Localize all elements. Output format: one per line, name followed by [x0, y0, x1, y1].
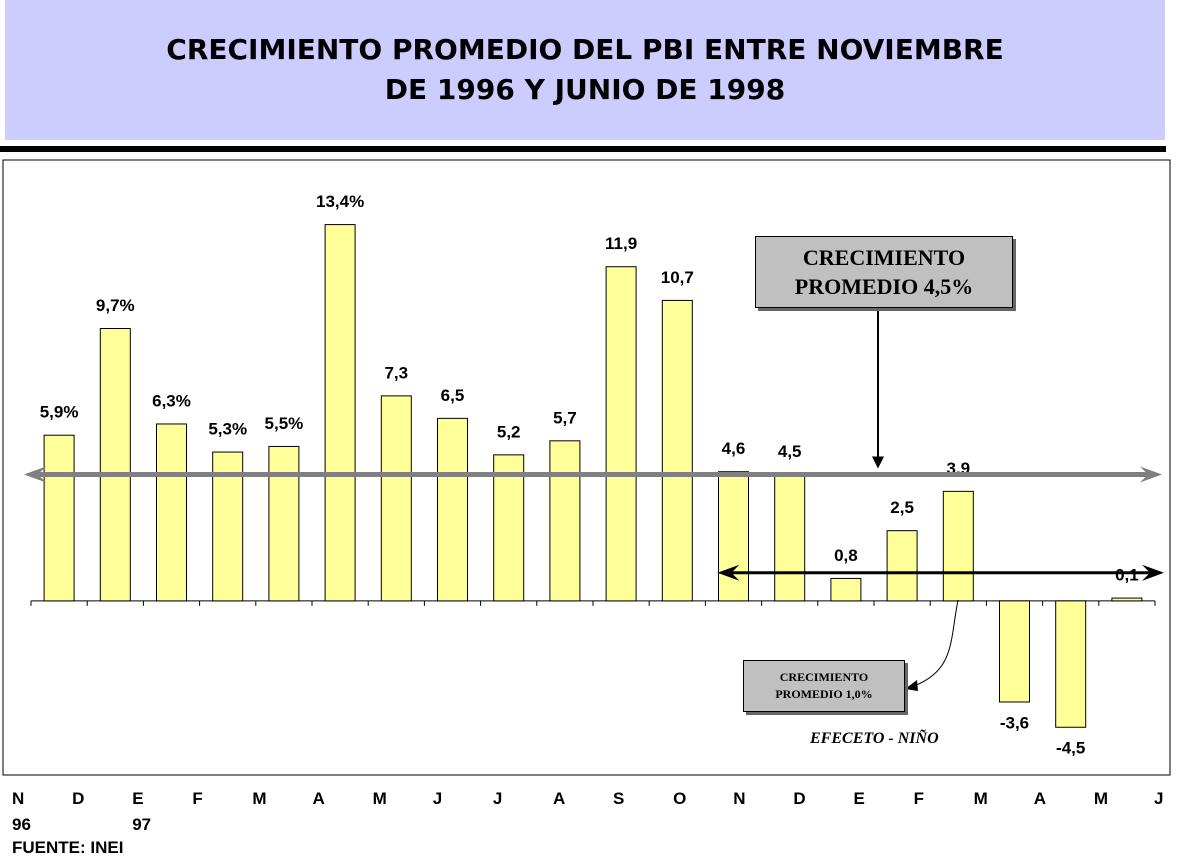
bar [1055, 600, 1087, 728]
bar [1111, 597, 1143, 602]
bar [99, 327, 131, 602]
value-label: -3,6 [1000, 713, 1029, 732]
x-tick-label: S [613, 789, 625, 808]
x-tick-label: O [673, 789, 687, 808]
value-label: 13,4% [316, 192, 364, 211]
bar [43, 434, 75, 602]
x-tick-label: A [1033, 789, 1047, 808]
value-label: 5,5% [265, 414, 304, 433]
value-label: 10,7 [661, 268, 694, 287]
x-tick-label: F [913, 789, 924, 808]
value-label: -4,5 [1056, 739, 1085, 758]
value-label: 2,5 [890, 498, 914, 517]
source: FUENTE: INEI [12, 838, 124, 857]
bar [324, 224, 356, 602]
callout [913, 599, 959, 687]
annotation-box: CRECIMIENTO PROMEDIO 1,0% [743, 660, 905, 712]
value-label: 4,5 [778, 442, 802, 461]
value-label: 6,3% [152, 391, 191, 410]
bar [718, 471, 749, 602]
value-label: 9,7% [96, 296, 135, 315]
value-label: 5,2 [497, 422, 521, 441]
value-label: 5,9% [40, 403, 79, 422]
value-label: 0,8 [834, 546, 858, 565]
bar [605, 266, 637, 602]
bar [774, 474, 806, 602]
x-tick-label: N [733, 789, 746, 808]
x-tick-label: J [1154, 789, 1164, 808]
x-tick-label: M [252, 789, 267, 808]
arrowhead [24, 466, 46, 483]
value-label: 4,6 [722, 439, 746, 458]
arrowhead [872, 456, 884, 469]
value-label: 5,7 [553, 408, 577, 427]
annotation-box: CRECIMIENTO PROMEDIO 4,5% [755, 236, 1013, 308]
x-tick-label: J [432, 789, 443, 808]
x-tick-label: E [853, 789, 865, 808]
x-tick-label: A [312, 789, 325, 808]
x-tick-label: J [492, 789, 503, 808]
bar [380, 395, 412, 602]
x-tick-label: N 96 [12, 789, 31, 834]
bar [437, 417, 468, 602]
plot-frame [2, 159, 1171, 776]
bar [156, 423, 187, 602]
x-tick-label: D [793, 789, 806, 808]
value-label: 11,9 [605, 234, 637, 253]
bar [999, 600, 1030, 703]
arrowhead [1142, 564, 1164, 581]
value-label: 0,1 [1115, 566, 1139, 585]
value-label: 7,3 [384, 363, 408, 382]
value-label: 6,5 [441, 386, 465, 405]
value-label: 5,3% [208, 420, 247, 439]
bar [830, 577, 862, 602]
x-tick-label: M [973, 789, 988, 808]
chart-title: CRECIMIENTO PROMEDIO DEL PBI ENTRE NOVIE… [5, 0, 1165, 140]
bar [549, 440, 581, 602]
arrowhead [905, 680, 918, 691]
x-tick-label: F [192, 789, 203, 808]
annotation: EFECETO - NIÑO [810, 730, 939, 747]
bar [886, 530, 918, 602]
bar [268, 445, 300, 602]
bar [493, 454, 525, 602]
arrowhead [717, 564, 740, 581]
x-tick-label: M [372, 789, 387, 808]
bar [942, 490, 974, 602]
x-tick-label: M [1093, 789, 1109, 808]
x-tick-label: A [552, 789, 566, 808]
x-tick-label: D [72, 789, 85, 808]
arrowhead [1140, 466, 1162, 483]
bar [661, 299, 693, 602]
divider [0, 146, 1166, 152]
x-tick-label: E 97 [132, 789, 152, 834]
